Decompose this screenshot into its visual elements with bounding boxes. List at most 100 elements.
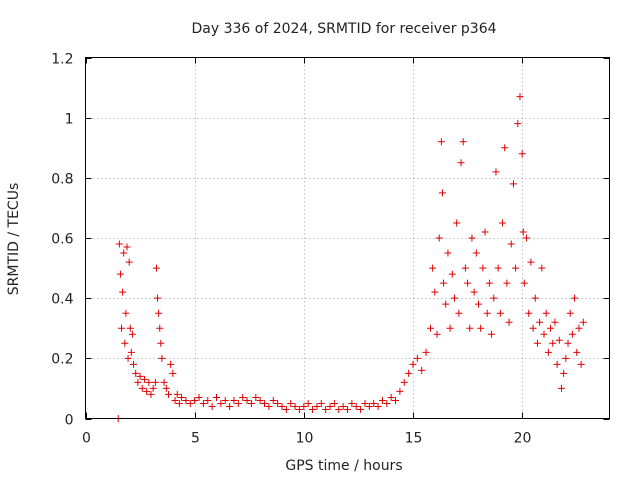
data-point xyxy=(252,393,260,401)
data-point xyxy=(383,399,391,407)
data-point xyxy=(374,402,382,410)
data-point xyxy=(579,318,587,326)
plot-frame xyxy=(85,57,610,419)
data-point xyxy=(459,138,467,146)
data-point xyxy=(538,264,546,272)
data-point xyxy=(239,393,247,401)
data-point xyxy=(138,384,146,392)
data-point xyxy=(127,348,135,356)
data-point xyxy=(523,234,531,242)
data-point xyxy=(326,402,334,410)
data-point xyxy=(490,294,498,302)
data-point xyxy=(553,360,561,368)
data-point xyxy=(167,360,175,368)
data-point xyxy=(317,399,325,407)
data-point xyxy=(158,354,166,362)
data-point xyxy=(571,294,579,302)
data-point xyxy=(313,402,321,410)
data-point xyxy=(468,234,476,242)
data-point xyxy=(519,228,527,236)
data-point xyxy=(418,366,426,374)
data-point xyxy=(370,399,378,407)
x-tick-label: 5 xyxy=(191,431,200,447)
data-point xyxy=(208,402,216,410)
data-point xyxy=(431,288,439,296)
data-point xyxy=(413,354,421,362)
data-point xyxy=(261,399,269,407)
data-point xyxy=(157,339,165,347)
data-point xyxy=(256,396,264,404)
data-point xyxy=(551,318,559,326)
data-point xyxy=(429,264,437,272)
data-point xyxy=(147,390,155,398)
data-point xyxy=(378,396,386,404)
data-point xyxy=(173,390,181,398)
data-point xyxy=(540,330,548,338)
data-point xyxy=(507,240,515,248)
data-point xyxy=(191,396,199,404)
data-point xyxy=(426,324,434,332)
data-point xyxy=(128,330,136,338)
data-point xyxy=(344,405,351,413)
data-point xyxy=(130,360,138,368)
data-point xyxy=(234,399,242,407)
data-point xyxy=(352,402,360,410)
data-point xyxy=(477,324,485,332)
data-point xyxy=(136,372,144,380)
data-point xyxy=(171,396,179,404)
data-point xyxy=(527,258,535,266)
data-point xyxy=(566,309,574,317)
data-point xyxy=(152,264,160,272)
x-tick-label: 20 xyxy=(514,431,532,447)
data-point xyxy=(335,405,343,413)
data-point xyxy=(361,399,369,407)
data-point xyxy=(126,324,134,332)
data-point xyxy=(123,243,131,251)
y-tick-label: 1 xyxy=(65,112,74,128)
data-point xyxy=(479,264,487,272)
data-point xyxy=(195,393,203,401)
data-point xyxy=(481,228,489,236)
data-point xyxy=(503,279,511,287)
data-point xyxy=(400,378,408,386)
data-point xyxy=(125,258,133,266)
data-point xyxy=(499,219,507,227)
data-point xyxy=(396,387,404,395)
data-point xyxy=(387,393,395,401)
data-points xyxy=(114,93,587,422)
data-point xyxy=(409,360,417,368)
data-point xyxy=(536,318,544,326)
data-point xyxy=(555,336,563,344)
data-point xyxy=(577,360,585,368)
data-point xyxy=(265,402,273,410)
data-point xyxy=(186,399,194,407)
data-point xyxy=(120,249,128,257)
data-point xyxy=(472,249,480,257)
axis-ticks: 0 0.2 0.4 0.6 0.8 1 1.2 0 5 10 15 20 xyxy=(51,52,610,447)
data-point xyxy=(520,279,528,287)
data-point xyxy=(278,402,286,410)
data-point xyxy=(450,294,458,302)
data-point xyxy=(470,288,478,296)
data-point xyxy=(295,405,303,413)
data-point xyxy=(455,309,463,317)
data-point xyxy=(149,384,157,392)
data-point xyxy=(488,330,496,338)
data-point xyxy=(437,138,445,146)
data-point xyxy=(115,240,123,248)
data-point xyxy=(514,120,522,128)
data-point xyxy=(132,369,140,377)
data-point xyxy=(547,324,555,332)
data-point xyxy=(496,309,504,317)
data-point xyxy=(448,270,456,278)
data-point xyxy=(475,300,482,308)
data-point xyxy=(483,309,491,317)
data-point xyxy=(322,405,330,413)
data-point xyxy=(461,264,469,272)
data-point xyxy=(466,324,474,332)
data-point xyxy=(549,339,557,347)
data-point xyxy=(330,399,338,407)
data-point xyxy=(505,318,513,326)
data-point xyxy=(531,294,539,302)
